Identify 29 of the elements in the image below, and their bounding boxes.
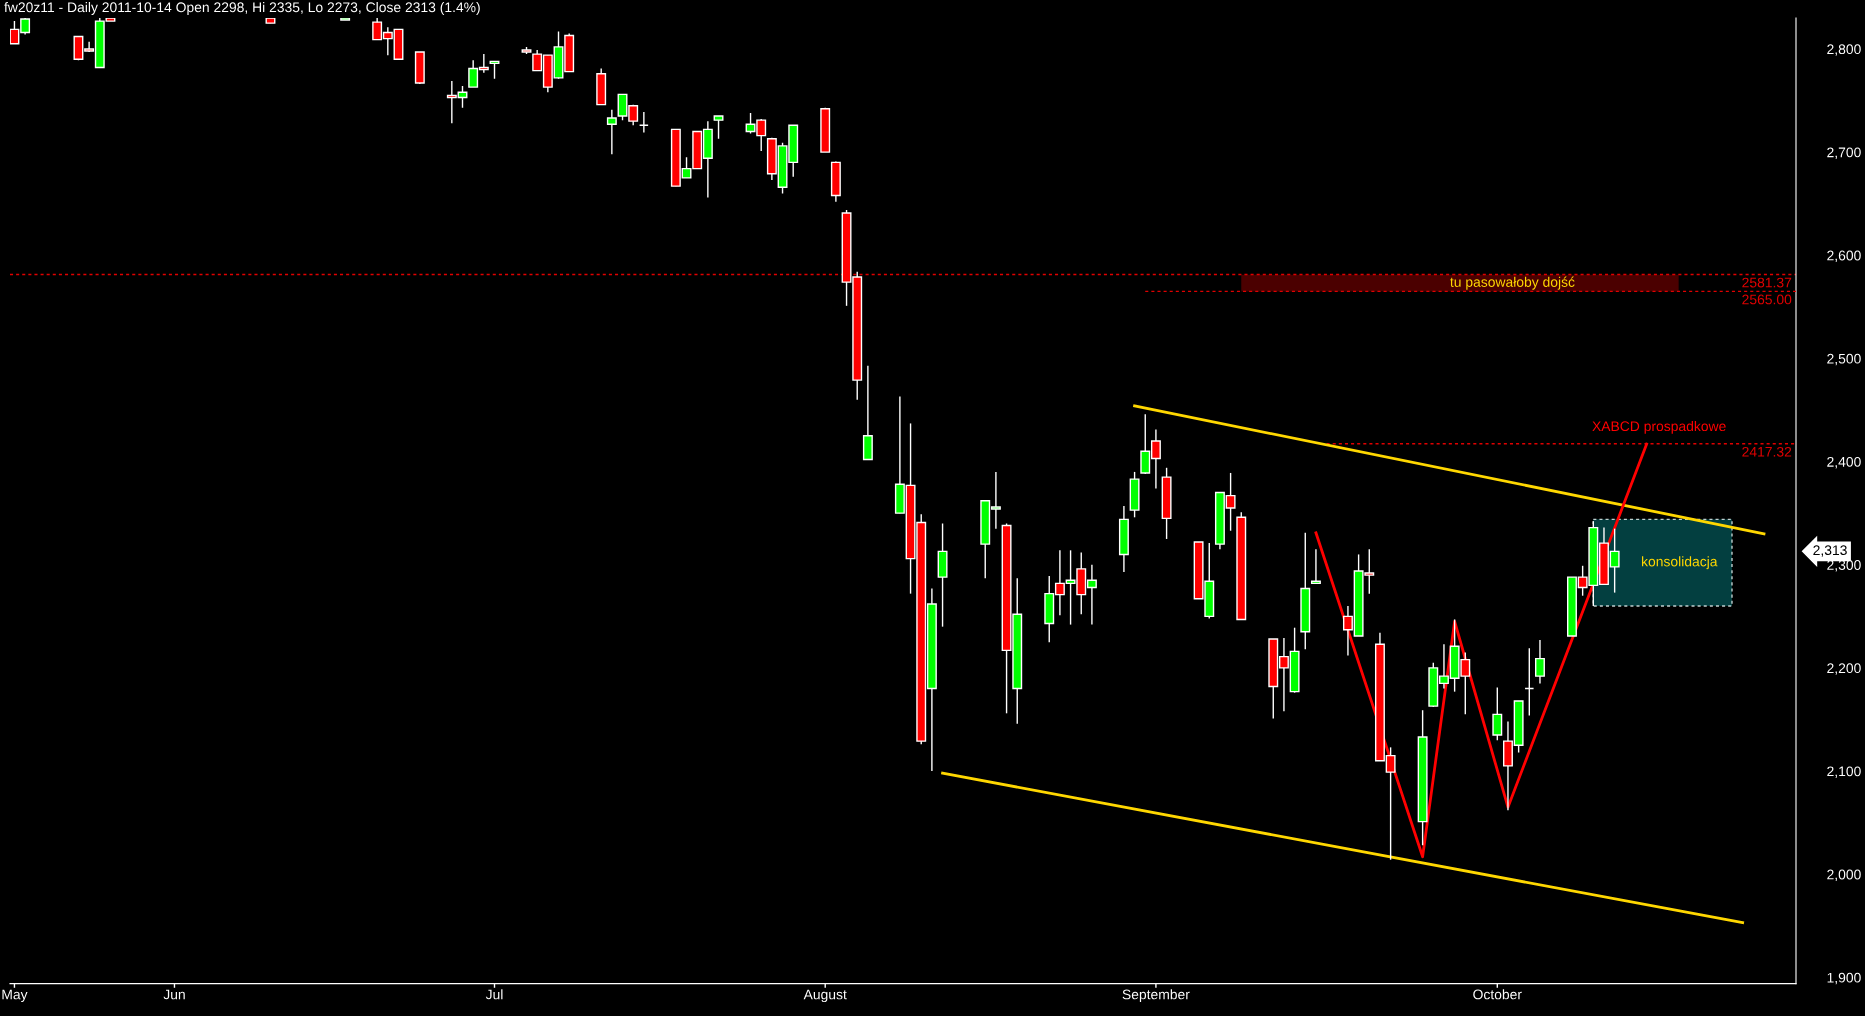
x-tick-label: September	[1122, 989, 1190, 1003]
y-tick-label: 2,400	[1827, 456, 1861, 469]
candlestick	[1310, 548, 1321, 585]
y-tick-label: 2,600	[1827, 250, 1861, 263]
text: 2,313	[1813, 545, 1847, 557]
annotation: tu pasowałoby dojść	[1450, 276, 1575, 290]
y-tick-label: 1,900	[1827, 972, 1861, 985]
data-label: 2565.00	[1742, 294, 1792, 305]
candlestick	[713, 115, 724, 140]
ref-line-label: 2581.37	[1742, 277, 1792, 288]
annotation: konsolidacja	[1642, 556, 1718, 570]
x-tick-label: Jun	[163, 989, 185, 1000]
series-label: XABCD prospadkowe	[1592, 420, 1726, 434]
y-tick-label: 2,700	[1827, 147, 1861, 159]
y-tick-label: 2,500	[1827, 353, 1861, 366]
y-tick-label: 2,100	[1827, 766, 1861, 778]
x-tick-label: May	[2, 989, 28, 1003]
x-tick-label: Jul	[485, 989, 503, 1000]
x-tick-label: October	[1473, 989, 1522, 1000]
y-tick-label: 2,200	[1827, 663, 1861, 675]
candlestick	[862, 364, 873, 461]
y-tick-label: 2,000	[1827, 869, 1861, 882]
candlestick	[606, 109, 617, 155]
x-tick-label: August	[803, 989, 847, 1003]
candlestick	[1492, 686, 1503, 741]
candlestick	[1535, 639, 1545, 685]
data-label: 2417.32	[1742, 446, 1792, 457]
chart-title: fw20z11 - Daily 2011-10-14 Open 2298, Hi 2335, Lo 2273, Close 2313 (1.4%)	[4, 2, 480, 15]
y-tick-label: 2,800	[1827, 44, 1861, 56]
